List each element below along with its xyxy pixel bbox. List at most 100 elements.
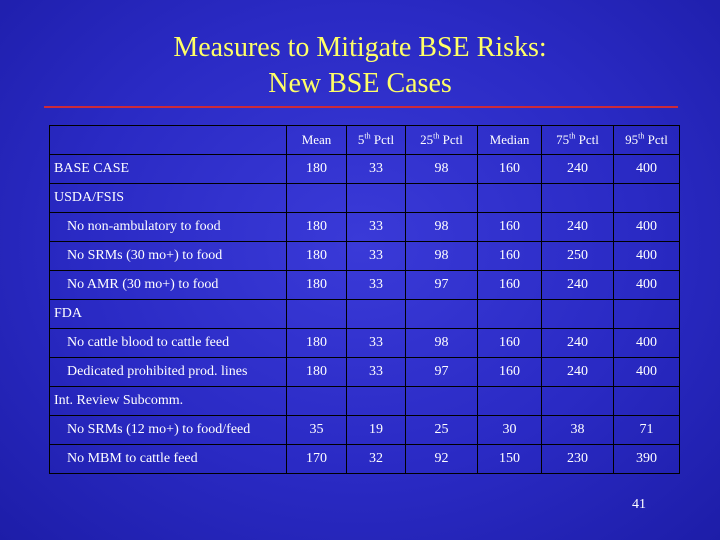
group-label: FDA	[49, 299, 287, 329]
table-cell: 180	[286, 154, 347, 184]
table-cell: 25	[405, 415, 478, 445]
table-cell: 180	[286, 328, 347, 358]
table-cell: 400	[613, 357, 680, 387]
table-cell: 400	[613, 328, 680, 358]
table-cell: 150	[477, 444, 542, 474]
empty-cell	[286, 183, 347, 213]
table-cell: 240	[541, 212, 614, 242]
page-number: 41	[632, 497, 646, 512]
table-cell: 33	[346, 241, 406, 271]
table-cell: 38	[541, 415, 614, 445]
empty-cell	[477, 386, 542, 416]
table-cell: 240	[541, 357, 614, 387]
table-cell: 98	[405, 328, 478, 358]
table-row: No non-ambulatory to food 180 33 98 160 …	[49, 212, 680, 242]
header-cell: 75th Pctl	[541, 125, 614, 155]
table-cell: 400	[613, 212, 680, 242]
table-row: No SRMs (12 mo+) to food/feed 35 19 25 3…	[49, 415, 680, 445]
row-label: No cattle blood to cattle feed	[49, 328, 287, 358]
empty-cell	[613, 183, 680, 213]
table-row: No AMR (30 mo+) to food 180 33 97 160 24…	[49, 270, 680, 300]
table-cell: 240	[541, 328, 614, 358]
row-label: BASE CASE	[49, 154, 287, 184]
title-divider	[44, 106, 678, 108]
bse-cases-table: Mean 5th Pctl 25th Pctl Median 75th Pctl…	[49, 125, 680, 474]
empty-cell	[286, 386, 347, 416]
table-cell: 230	[541, 444, 614, 474]
empty-cell	[613, 386, 680, 416]
empty-cell	[405, 183, 478, 213]
row-label: No AMR (30 mo+) to food	[49, 270, 287, 300]
header-cell: Median	[477, 125, 542, 155]
table-cell: 400	[613, 270, 680, 300]
table-cell: 390	[613, 444, 680, 474]
table-cell: 170	[286, 444, 347, 474]
empty-cell	[541, 183, 614, 213]
table-row: Dedicated prohibited prod. lines 180 33 …	[49, 357, 680, 387]
table-cell: 400	[613, 154, 680, 184]
empty-cell	[405, 386, 478, 416]
table-body: BASE CASE 180 33 98 160 240 400 USDA/FSI…	[49, 154, 680, 474]
table-cell: 33	[346, 212, 406, 242]
empty-cell	[477, 183, 542, 213]
group-header-row: USDA/FSIS	[49, 183, 680, 213]
table-cell: 33	[346, 357, 406, 387]
table-cell: 180	[286, 212, 347, 242]
group-label: Int. Review Subcomm.	[49, 386, 287, 416]
empty-cell	[346, 299, 406, 329]
table-cell: 32	[346, 444, 406, 474]
table-cell: 160	[477, 357, 542, 387]
header-cell: 5th Pctl	[346, 125, 406, 155]
group-header-row: Int. Review Subcomm.	[49, 386, 680, 416]
empty-cell	[346, 183, 406, 213]
row-label: No MBM to cattle feed	[49, 444, 287, 474]
header-cell: 25th Pctl	[405, 125, 478, 155]
table-cell: 33	[346, 154, 406, 184]
empty-cell	[477, 299, 542, 329]
table-cell: 71	[613, 415, 680, 445]
empty-cell	[405, 299, 478, 329]
table-cell: 250	[541, 241, 614, 271]
header-cell: 95th Pctl	[613, 125, 680, 155]
table-cell: 98	[405, 154, 478, 184]
table-cell: 160	[477, 241, 542, 271]
table-cell: 30	[477, 415, 542, 445]
base-case-row: BASE CASE 180 33 98 160 240 400	[49, 154, 680, 184]
table-row: No cattle blood to cattle feed 180 33 98…	[49, 328, 680, 358]
row-label: No SRMs (12 mo+) to food/feed	[49, 415, 287, 445]
table-cell: 19	[346, 415, 406, 445]
empty-cell	[346, 386, 406, 416]
table-cell: 240	[541, 154, 614, 184]
table-cell: 160	[477, 328, 542, 358]
table-cell: 180	[286, 357, 347, 387]
table-cell: 98	[405, 212, 478, 242]
table-cell: 180	[286, 270, 347, 300]
table-cell: 160	[477, 270, 542, 300]
table-cell: 97	[405, 357, 478, 387]
row-label: No SRMs (30 mo+) to food	[49, 241, 287, 271]
table-cell: 240	[541, 270, 614, 300]
table-cell: 97	[405, 270, 478, 300]
table-cell: 35	[286, 415, 347, 445]
table-cell: 33	[346, 270, 406, 300]
group-label: USDA/FSIS	[49, 183, 287, 213]
row-label: No non-ambulatory to food	[49, 212, 287, 242]
slide-title: Measures to Mitigate BSE Risks: New BSE …	[0, 30, 720, 102]
table-cell: 400	[613, 241, 680, 271]
table-cell: 98	[405, 241, 478, 271]
slide-title-line-2: New BSE Cases	[268, 68, 452, 99]
group-header-row: FDA	[49, 299, 680, 329]
table-header: Mean 5th Pctl 25th Pctl Median 75th Pctl…	[49, 125, 680, 155]
table-cell: 92	[405, 444, 478, 474]
table-cell: 160	[477, 212, 542, 242]
table-row: No MBM to cattle feed 170 32 92 150 230 …	[49, 444, 680, 474]
row-label: Dedicated prohibited prod. lines	[49, 357, 287, 387]
header-row: Mean 5th Pctl 25th Pctl Median 75th Pctl…	[49, 125, 680, 155]
header-corner-cell	[49, 125, 287, 155]
empty-cell	[541, 299, 614, 329]
table-row: No SRMs (30 mo+) to food 180 33 98 160 2…	[49, 241, 680, 271]
slide-title-line-1: Measures to Mitigate BSE Risks:	[173, 32, 547, 63]
header-cell: Mean	[286, 125, 347, 155]
empty-cell	[286, 299, 347, 329]
table-cell: 160	[477, 154, 542, 184]
